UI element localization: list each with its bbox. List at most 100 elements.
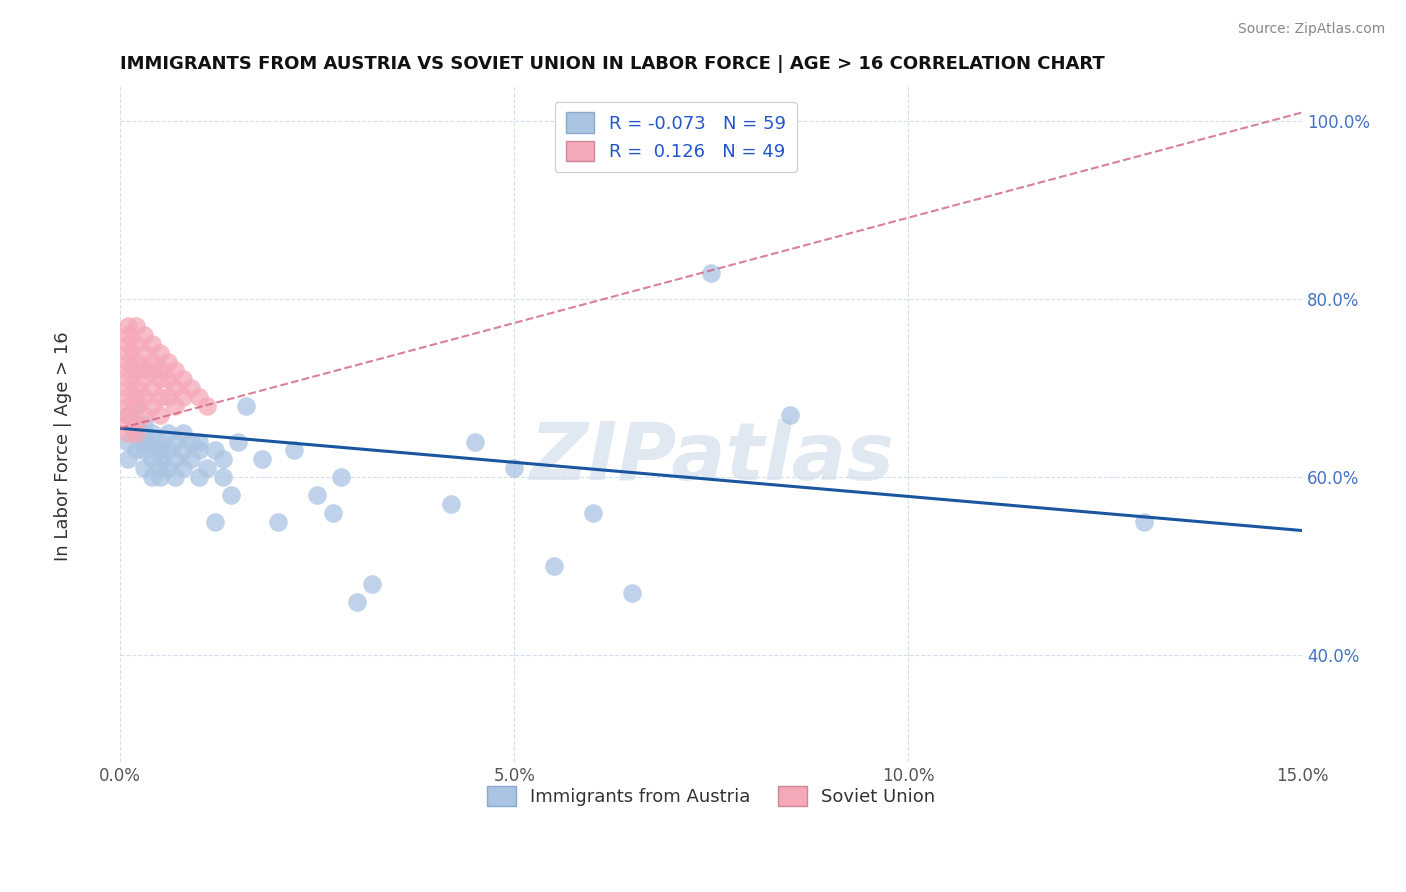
- Point: [117, 408, 139, 422]
- Point: [117, 318, 139, 333]
- Point: [156, 425, 179, 440]
- Point: [125, 417, 148, 431]
- Point: [165, 399, 187, 413]
- Point: [464, 434, 486, 449]
- Point: [180, 434, 202, 449]
- Legend: Immigrants from Austria, Soviet Union: Immigrants from Austria, Soviet Union: [479, 779, 942, 814]
- Point: [180, 452, 202, 467]
- Point: [117, 363, 139, 377]
- Point: [117, 399, 139, 413]
- Point: [165, 452, 187, 467]
- Point: [125, 399, 148, 413]
- Point: [141, 354, 163, 368]
- Point: [132, 390, 155, 404]
- Point: [165, 434, 187, 449]
- Point: [117, 390, 139, 404]
- Point: [117, 345, 139, 359]
- Point: [132, 417, 155, 431]
- Point: [211, 470, 233, 484]
- Point: [117, 354, 139, 368]
- Point: [117, 381, 139, 395]
- Point: [156, 443, 179, 458]
- Point: [329, 470, 352, 484]
- Point: [125, 363, 148, 377]
- Point: [195, 399, 218, 413]
- Point: [149, 470, 172, 484]
- Point: [149, 363, 172, 377]
- Point: [165, 381, 187, 395]
- Point: [779, 408, 801, 422]
- Point: [125, 336, 148, 351]
- Point: [132, 345, 155, 359]
- Point: [228, 434, 250, 449]
- Point: [219, 488, 242, 502]
- Point: [132, 408, 155, 422]
- Point: [621, 586, 644, 600]
- Point: [156, 354, 179, 368]
- Point: [149, 345, 172, 359]
- Point: [117, 408, 139, 422]
- Point: [141, 434, 163, 449]
- Point: [156, 390, 179, 404]
- Point: [125, 425, 148, 440]
- Point: [195, 461, 218, 475]
- Point: [117, 452, 139, 467]
- Point: [141, 336, 163, 351]
- Point: [165, 363, 187, 377]
- Point: [149, 461, 172, 475]
- Point: [117, 336, 139, 351]
- Point: [141, 470, 163, 484]
- Point: [322, 506, 344, 520]
- Point: [172, 390, 194, 404]
- Point: [283, 443, 305, 458]
- Point: [125, 399, 148, 413]
- Point: [141, 381, 163, 395]
- Text: Source: ZipAtlas.com: Source: ZipAtlas.com: [1237, 22, 1385, 37]
- Point: [582, 506, 605, 520]
- Point: [204, 515, 226, 529]
- Point: [141, 425, 163, 440]
- Point: [188, 443, 211, 458]
- Point: [125, 381, 148, 395]
- Point: [141, 399, 163, 413]
- Point: [156, 461, 179, 475]
- Point: [125, 425, 148, 440]
- Point: [132, 434, 155, 449]
- Point: [543, 559, 565, 574]
- Point: [125, 390, 148, 404]
- Point: [188, 390, 211, 404]
- Point: [141, 452, 163, 467]
- Point: [188, 470, 211, 484]
- Point: [188, 434, 211, 449]
- Point: [165, 470, 187, 484]
- Point: [172, 372, 194, 386]
- Point: [1133, 515, 1156, 529]
- Point: [141, 363, 163, 377]
- Point: [156, 372, 179, 386]
- Point: [149, 372, 172, 386]
- Point: [250, 452, 273, 467]
- Point: [125, 354, 148, 368]
- Point: [235, 399, 257, 413]
- Point: [172, 425, 194, 440]
- Point: [307, 488, 329, 502]
- Point: [149, 443, 172, 458]
- Point: [149, 452, 172, 467]
- Point: [125, 318, 148, 333]
- Point: [117, 434, 139, 449]
- Point: [132, 372, 155, 386]
- Point: [117, 372, 139, 386]
- Point: [149, 390, 172, 404]
- Point: [211, 452, 233, 467]
- Point: [440, 497, 463, 511]
- Point: [132, 327, 155, 342]
- Point: [132, 461, 155, 475]
- Point: [204, 443, 226, 458]
- Point: [180, 381, 202, 395]
- Point: [172, 443, 194, 458]
- Point: [132, 443, 155, 458]
- Point: [149, 434, 172, 449]
- Point: [149, 408, 172, 422]
- Point: [117, 417, 139, 431]
- Point: [117, 327, 139, 342]
